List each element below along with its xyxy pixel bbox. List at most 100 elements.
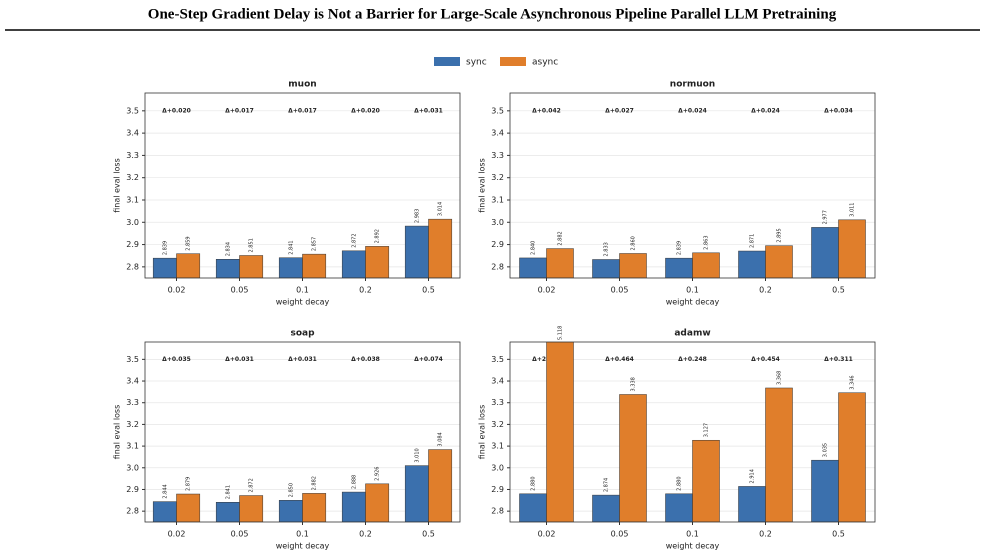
bar [365,246,390,278]
panel: normuon 2.8 2.9 3.0 3.1 3.2 3.3 3.4 3.5 0.02 Δ+0.0… [478,80,876,307]
value-label: 2.850 [288,483,294,497]
y-tick-label: 3.3 [126,398,139,407]
delta-annotation: Δ+0.035 [162,356,191,363]
delta-annotation: Δ+0.074 [414,356,443,363]
bar [404,225,429,278]
axes-frame [509,92,876,279]
delta-annotation: Δ+0.031 [414,107,443,114]
y-tick-label: 3.2 [126,173,139,182]
y-tick-label: 2.8 [126,262,139,271]
x-tick-label: 0.1 [686,530,699,539]
x-tick-label: 0.2 [759,286,772,295]
delta-annotation: Δ+0.024 [678,107,707,114]
value-label: 3.346 [850,375,856,389]
axes-frame [144,341,461,523]
y-tick-label: 3.3 [491,398,504,407]
bar [619,253,647,278]
x-tick-label: 0.02 [538,530,556,539]
value-label: 3.084 [438,432,444,446]
delta-annotation: Δ+0.031 [225,356,254,363]
bar [341,250,366,278]
delta-annotation: Δ+0.034 [824,107,853,114]
bar [546,248,574,278]
x-tick-label: 0.5 [832,286,845,295]
y-axis-label: final eval loss [113,405,122,460]
bar [838,392,866,522]
page-title: One-Step Gradient Delay is Not a Barrier… [148,6,837,22]
value-label: 2.983 [414,209,420,223]
bar [215,259,240,278]
value-label: 2.977 [822,210,828,224]
delta-annotation: Δ+0.017 [225,107,254,114]
value-label: 2.841 [288,240,294,254]
y-tick-label: 3.4 [126,377,139,386]
value-label: 2.860 [631,236,637,250]
y-tick-label: 3.3 [126,151,139,160]
y-tick-label: 2.8 [126,507,139,516]
y-tick-label: 3.1 [491,195,504,204]
bar [546,342,574,522]
y-tick-label: 3.4 [491,129,504,138]
y-tick-label: 3.5 [491,355,504,364]
bar [404,465,429,522]
delta-annotation: Δ+0.311 [824,356,853,363]
value-label: 3.035 [822,443,828,457]
bar [765,387,793,522]
bar [738,486,766,522]
y-tick-label: 2.8 [491,507,504,516]
bar [692,252,720,278]
y-tick-label: 3.0 [126,463,139,472]
value-label: 2.879 [186,477,192,491]
bar [278,257,303,278]
delta-annotation: Δ+0.020 [351,107,380,114]
bar [365,483,390,522]
value-label: 2.874 [603,478,609,492]
x-tick-label: 0.1 [296,286,309,295]
value-label: 2.880 [530,476,536,490]
bar [592,494,620,522]
value-label: 2.872 [249,478,255,492]
value-label: 2.841 [225,485,231,499]
panel-title: adamw [674,329,710,339]
x-tick-label: 0.2 [759,530,772,539]
value-label: 2.926 [375,467,381,481]
value-label: 2.888 [351,475,357,489]
value-label: 3.368 [777,371,783,385]
bar [811,459,839,522]
y-tick-label: 3.1 [126,442,139,451]
value-label: 3.011 [850,202,856,216]
panel: soap 2.8 2.9 3.0 3.1 3.2 3.3 3.4 3.5 0.02 Δ+0.035 2… [113,329,461,551]
legend-swatch [500,57,526,66]
value-label: 3.127 [704,423,710,437]
bar [738,250,766,278]
y-tick-label: 3.0 [491,463,504,472]
bar [176,493,201,522]
bar [519,257,547,278]
y-axis-label: final eval loss [478,158,487,213]
value-label: 2.872 [351,233,357,247]
delta-annotation: Δ+0.464 [605,356,634,363]
value-label: 2.840 [530,241,536,255]
x-axis-label: weight decay [276,298,330,307]
panel-title: muon [288,80,316,90]
bar [302,493,327,522]
value-label: 2.871 [749,234,755,248]
x-tick-label: 0.1 [686,286,699,295]
value-label: 2.857 [312,237,318,251]
axes-frame [144,92,461,279]
x-tick-label: 0.05 [231,530,249,539]
value-label: 2.859 [186,236,192,250]
x-axis-label: weight decay [666,298,720,307]
y-tick-label: 3.1 [491,442,504,451]
bar [239,495,264,522]
y-tick-label: 3.2 [491,173,504,182]
bar [215,502,240,522]
value-label: 2.880 [676,476,682,490]
value-label: 2.834 [225,242,231,256]
x-tick-label: 0.5 [832,530,845,539]
y-tick-label: 3.0 [126,218,139,227]
value-label: 3.338 [631,377,637,391]
value-label: 2.892 [375,229,381,243]
x-tick-label: 0.2 [359,530,372,539]
bar [519,493,547,522]
